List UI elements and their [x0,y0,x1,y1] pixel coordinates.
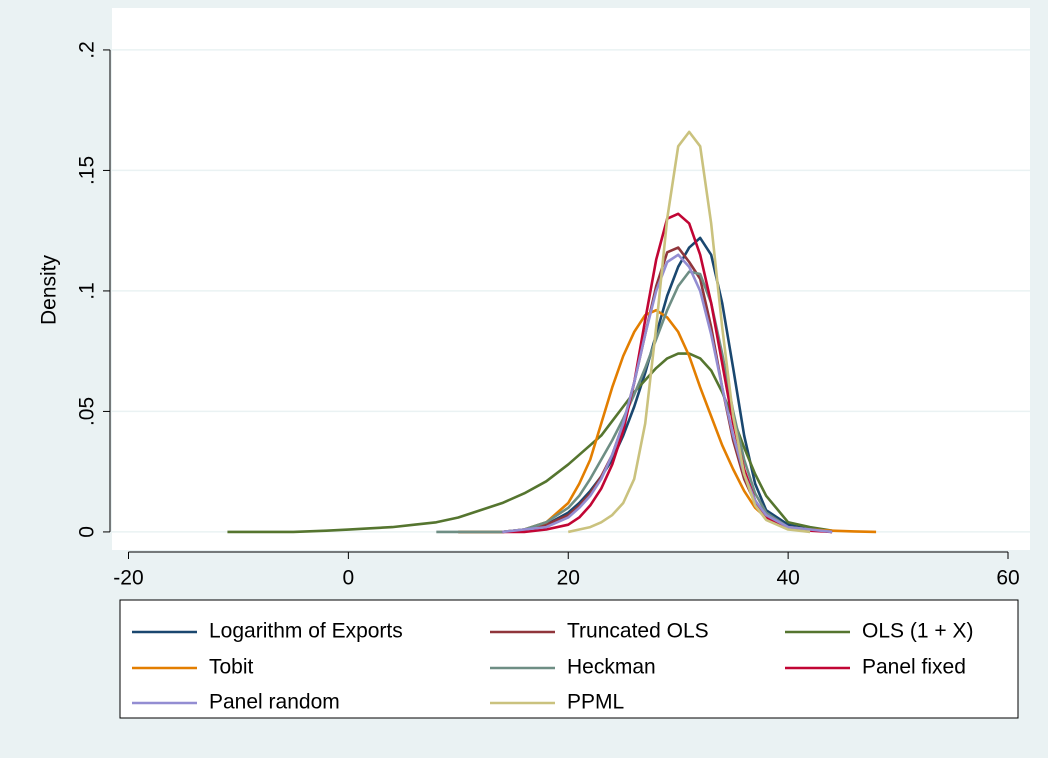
x-tick-label: -20 [113,567,143,590]
legend-box [119,599,1019,719]
y-tick-label: .15 [76,156,99,185]
legend-label: OLS (1 + X) [862,620,973,643]
y-axis-title: Density [38,254,61,325]
x-tick-label: 0 [343,567,355,590]
y-tick-label: .05 [76,397,99,426]
y-tick-label: 0 [76,526,99,538]
legend-label: PPML [567,691,624,714]
density-line [436,270,833,534]
y-tick-label: .1 [76,282,99,300]
x-tick-label: 40 [776,567,799,590]
legend-label: Heckman [567,656,656,679]
x-tick-label: 20 [557,567,580,590]
plot-area [112,8,1030,550]
y-tick-label: .2 [76,41,99,59]
density-line [567,130,811,534]
legend-label: Tobit [209,656,254,679]
legend-label: Panel random [209,691,340,714]
density-line [502,253,833,534]
legend-label: Logarithm of Exports [209,620,403,643]
legend-label: Truncated OLS [567,620,709,643]
legend-label: Panel fixed [862,656,966,679]
x-tick-label: 60 [996,567,1019,590]
